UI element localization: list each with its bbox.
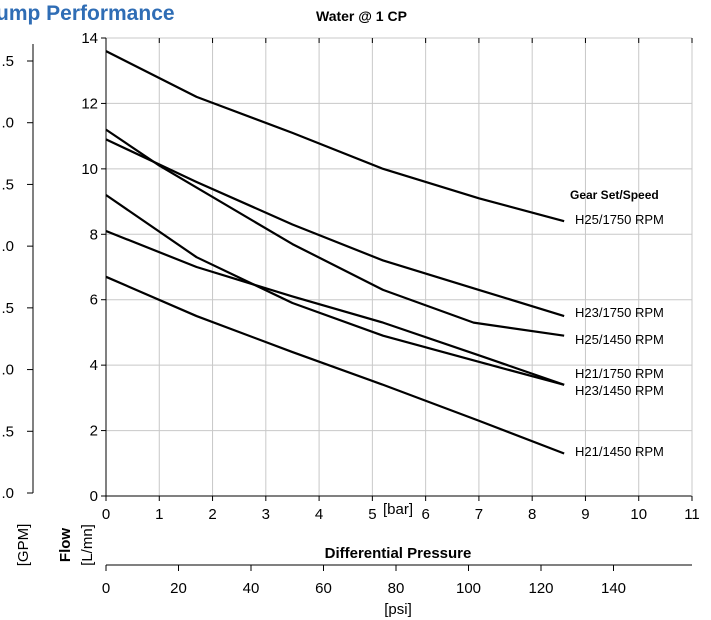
gpm-tick-label: .0	[1, 362, 14, 379]
psi-tick-label: 80	[388, 580, 405, 597]
series-label: H25/1750 RPM	[575, 212, 664, 227]
grid	[106, 37, 692, 496]
series-label: H21/1750 RPM	[575, 366, 664, 381]
y-tick-label: 8	[90, 226, 98, 243]
x-tick-label: 10	[630, 506, 647, 523]
gpm-tick-label: .0	[1, 115, 14, 132]
psi-tick-label: 100	[456, 580, 481, 597]
series-label: H23/1750 RPM	[575, 305, 664, 320]
psi-tick-label: 60	[315, 580, 332, 597]
gpm-tick-label: .0	[1, 485, 14, 502]
series-line	[105, 50, 565, 223]
y-unit-label: [L/mn]	[79, 524, 96, 566]
series-label: H25/1450 RPM	[575, 332, 664, 347]
x-tick-label: 9	[581, 506, 589, 523]
legend-title: Gear Set/Speed	[570, 188, 659, 202]
series-line	[105, 229, 565, 386]
psi-tick-label: 40	[243, 580, 260, 597]
gpm-tick-label: .5	[1, 176, 14, 193]
y-tick-label: 12	[81, 95, 98, 112]
y-tick-label: 14	[81, 30, 98, 47]
gpm-tick-label: .0	[1, 238, 14, 255]
x-tick-label: 0	[102, 506, 110, 523]
psi-axis: 0 20 40 60 80 100 120 140	[102, 564, 692, 597]
y-secondary-unit-label: [GPM]	[15, 524, 32, 567]
gpm-tick-label: .5	[1, 300, 14, 317]
y-tick-label: 10	[81, 161, 98, 178]
gpm-tick-label: .5	[1, 423, 14, 440]
x-tick-label: 11	[684, 506, 700, 523]
x-tick-label: 8	[528, 506, 536, 523]
x-tick-label: 6	[421, 506, 429, 523]
x-tick-label: 4	[315, 506, 323, 523]
y-tick-label: 0	[90, 488, 98, 505]
series-line	[105, 128, 565, 337]
chart-title: ump Performance	[0, 2, 175, 25]
psi-tick-label: 140	[601, 580, 626, 597]
series-line	[105, 138, 565, 318]
x-secondary-unit-label: [psi]	[384, 601, 412, 618]
x-tick-label: 2	[208, 506, 216, 523]
gpm-axis: .0 .5 .0 .5 .0 .5 .0 .5	[1, 44, 34, 502]
psi-tick-label: 0	[102, 580, 110, 597]
series-lines: H25/1750 RPM H23/1750 RPM H25/1450 RPM H21/…	[105, 50, 664, 459]
y-tick-label: 2	[90, 423, 98, 440]
x-tick-label: 7	[475, 506, 483, 523]
chart-subtitle: Water @ 1 CP	[316, 8, 407, 24]
x-tick-label: 5	[368, 506, 376, 523]
y-tick-labels: 0 2 4 6 8 10 12 14	[81, 30, 98, 505]
plot-frame	[101, 37, 693, 501]
x-tick-label: 3	[262, 506, 270, 523]
series-label: H21/1450 RPM	[575, 444, 664, 459]
psi-tick-label: 20	[170, 580, 187, 597]
x-tick-label: 1	[155, 506, 163, 523]
gpm-tick-label: .5	[1, 53, 14, 70]
series-label: H23/1450 RPM	[575, 383, 664, 398]
y-tick-label: 4	[90, 357, 98, 374]
series-line	[105, 275, 565, 455]
y-tick-label: 6	[90, 292, 98, 309]
psi-tick-label: 120	[528, 580, 553, 597]
x-axis-title: Differential Pressure	[325, 545, 472, 562]
x-tick-labels: 0 1 2 3 4 5 6 7 8 9 10 11	[102, 506, 700, 523]
series-line	[105, 194, 565, 386]
x-unit-label: [bar]	[383, 501, 413, 518]
y-axis-title: Flow	[57, 528, 74, 562]
